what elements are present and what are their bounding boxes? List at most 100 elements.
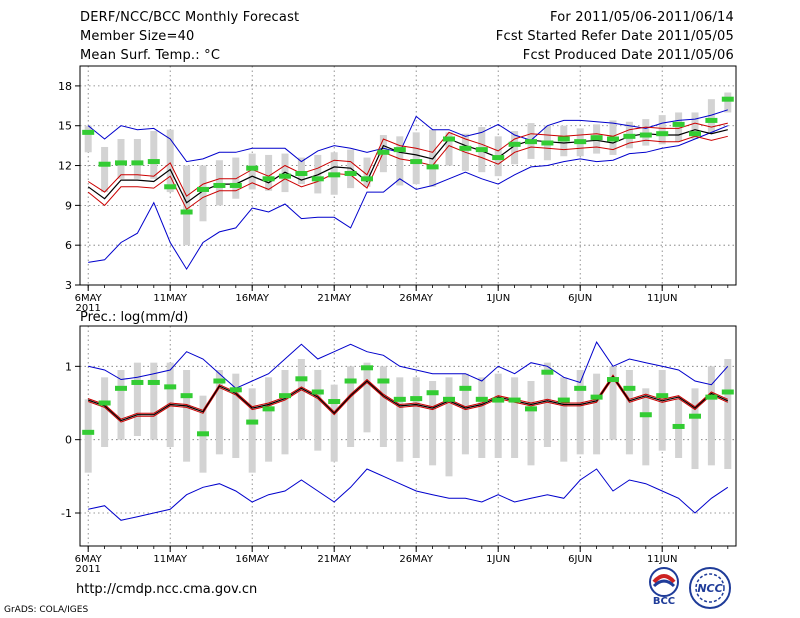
panel2-median-marker (311, 389, 324, 395)
panel1-median-marker (377, 149, 390, 155)
panel2-year-label: 2011 (75, 564, 100, 575)
panel2-median-marker (607, 377, 619, 383)
panel2-median-marker (262, 406, 275, 412)
panel1-median-marker (607, 136, 619, 142)
panel1-xtick-label: 6JUN (568, 293, 592, 304)
panel1-xtick-label: 11MAY (153, 293, 187, 304)
panel1-box (642, 119, 650, 146)
panel2-xtick-label: 26MAY (399, 554, 433, 565)
panel2-median-marker (525, 406, 537, 412)
panel1-box (265, 154, 273, 191)
panel2-median-marker (377, 378, 390, 384)
panel2-median-marker (623, 385, 636, 391)
panel1-median-marker (721, 96, 734, 102)
panel2-median-marker (213, 378, 226, 384)
forecast-title: DERF/NCC/BCC Monthly Forecast (80, 10, 300, 25)
panel1-box (707, 99, 715, 134)
panel2-median-marker (492, 397, 505, 403)
panel2-box (412, 377, 420, 458)
panel1-box (445, 132, 453, 166)
panel1-median-marker (262, 176, 275, 182)
panel2-box (642, 388, 650, 466)
panel1-box (183, 165, 191, 246)
panel2-box (101, 377, 109, 447)
panel1-median-marker (98, 161, 111, 167)
panel1-year-label: 2011 (75, 303, 100, 314)
panel2-box (347, 366, 355, 447)
panel1-box (658, 115, 666, 145)
panel2-median-marker (393, 396, 406, 402)
panel2-median-marker (508, 397, 521, 403)
panel2-median-marker (705, 394, 718, 400)
panel2-box (297, 359, 305, 440)
panel2-median-marker (443, 396, 455, 402)
panel2-box (379, 366, 387, 447)
panel1-median-marker (131, 160, 144, 166)
panel1-median-marker (344, 171, 357, 177)
panel2-box (429, 381, 437, 466)
forecast-period: For 2011/05/06-2011/06/14 (550, 10, 734, 25)
panel1-median-marker (656, 131, 669, 137)
panel2-box (314, 370, 322, 451)
panel1-xtick-label: 16MAY (235, 293, 269, 304)
panel2-median-marker (410, 396, 423, 402)
ncc-logo-text: NCC (697, 582, 722, 595)
panel1-median-marker (115, 160, 127, 166)
panel1-median-marker (426, 164, 439, 170)
panel1-median-marker (82, 129, 95, 135)
panel2-median-marker (295, 376, 308, 382)
panel1-box (248, 153, 256, 190)
panel2-box (445, 377, 453, 477)
panel1-box (215, 160, 223, 206)
footer-url[interactable]: http://cmdp.ncc.cma.gov.cn (76, 582, 258, 597)
panel1-box (412, 132, 420, 185)
panel2-median-marker (721, 389, 734, 395)
panel1-median-marker (475, 147, 488, 153)
panel2-ytick-label: -1 (61, 507, 72, 520)
panel2-box (248, 388, 256, 473)
panel1-median-marker (295, 171, 308, 177)
panel1-box (675, 112, 683, 142)
panel1-median-marker (311, 176, 324, 182)
panel1-box (133, 139, 141, 179)
panel1-box (150, 131, 158, 179)
variable-label: Mean Surf. Temp.: °C (80, 48, 221, 63)
panel1-median-marker (393, 147, 406, 153)
panel2-box (84, 399, 92, 473)
panel1-median-marker (541, 140, 554, 146)
panel1-median-marker (328, 172, 341, 178)
panel1-median-marker (705, 117, 718, 123)
panel2-xtick-label: 11MAY (153, 554, 187, 565)
panel1-median-marker (508, 141, 521, 147)
panel2-median-marker (164, 384, 177, 390)
panel2-median-marker (426, 390, 439, 396)
panel2-median-marker (475, 396, 488, 402)
panel1-median-marker (459, 145, 472, 151)
panel2-box (133, 362, 141, 436)
bcc-logo-text: BCC (653, 596, 675, 606)
panel2-median-marker (147, 379, 160, 385)
panel2-median-marker (279, 393, 291, 399)
panel1-box (297, 157, 305, 185)
panel2-box (707, 366, 715, 466)
panel2-xtick-label: 1JUN (486, 554, 510, 565)
panel2-median-marker (197, 431, 209, 437)
panel2-median-marker (229, 387, 242, 393)
panel1-median-marker (229, 182, 242, 188)
panel1-median-marker (672, 121, 685, 127)
panel2-median-marker (574, 385, 587, 391)
panel2-box (724, 359, 732, 469)
panel2-box (593, 373, 601, 455)
bcc-logo: BCC (642, 566, 686, 607)
panel2-median-marker (328, 399, 341, 405)
panel1-median-marker (443, 136, 455, 142)
panel2-box (576, 370, 584, 455)
panel2-box (494, 373, 502, 458)
forecast-start-date: Fcst Started Refer Date 2011/05/05 (495, 29, 734, 44)
panel2-median-marker (459, 385, 472, 391)
panel2-ytick-label: 0 (65, 434, 72, 447)
panel1-median-marker (689, 131, 701, 137)
panel2-xtick-label: 11JUN (647, 554, 677, 565)
panel2-xtick-label: 16MAY (235, 554, 269, 565)
panel1-median-marker (164, 184, 177, 190)
